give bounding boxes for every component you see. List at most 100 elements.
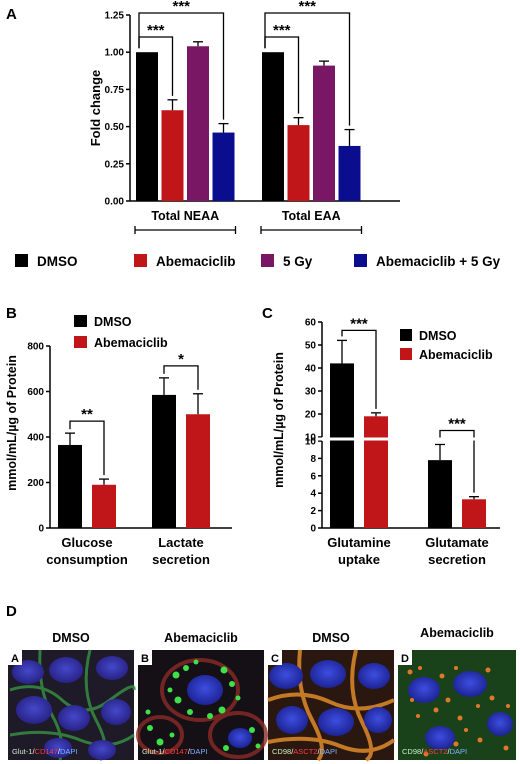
chart-b-bar — [152, 394, 176, 528]
chart-a-bar — [313, 65, 335, 201]
chart-b-y-tick-label: 200 — [27, 478, 44, 489]
chart-a-significance-label: *** — [172, 0, 190, 15]
chart-b-legend-swatch — [74, 315, 87, 327]
chart-c-y-tick-label: 8 — [310, 454, 316, 465]
chart-b-legend-swatch — [74, 336, 87, 348]
micro-letter-4: D — [401, 653, 409, 665]
chart-c-y-tick-label: 10 — [305, 437, 317, 448]
chart-b-significance-label: ** — [81, 406, 93, 423]
chart-c-y-tick-label: 40 — [305, 364, 317, 375]
legend-a-label: Abemaciclib — [156, 254, 236, 269]
chart-c-significance-bracket — [439, 429, 475, 493]
chart-a-significance-bracket — [138, 12, 225, 120]
chart-b-bar — [186, 414, 210, 528]
chart-c-y-tick-label: 20 — [305, 410, 317, 421]
panel-label-c: C — [262, 305, 273, 322]
chart-a-bar — [338, 145, 361, 201]
chart-c-legend-label: DMSO — [419, 329, 457, 343]
micro-caption-part: / — [58, 747, 61, 756]
chart-c-bar — [364, 416, 388, 528]
chart-a-bar — [161, 110, 184, 201]
micro-caption-part: / — [317, 747, 320, 756]
chart-a-bar — [262, 52, 284, 202]
micro-letter-3: C — [271, 653, 279, 665]
chart-c-y-tick-label: 6 — [310, 471, 316, 482]
micro-caption-part: ASCT2 — [293, 747, 317, 756]
micro-letter-box-4: D — [398, 650, 412, 665]
micro-caption: Glut-1/CD147/DAPI — [12, 747, 78, 756]
micro-caption-part: ASCT2 — [423, 747, 447, 756]
chart-b-legend-label: DMSO — [94, 315, 132, 329]
legend-a: DMSO Abemaciclib 5 Gy Abemaciclib + 5 Gy — [15, 254, 501, 269]
chart-c-significance-label: *** — [448, 415, 466, 432]
chart-a-category-label: Total NEAA — [151, 209, 219, 223]
microscopy-panels: DMSO Abemaciclib DMSO Abemaciclib A B C … — [8, 626, 516, 762]
chart-b-bar — [58, 444, 82, 528]
chart-b-category-label: secretion — [152, 552, 210, 567]
micro-caption-part: DAPI — [450, 747, 468, 756]
chart-a-y-tick-label: 0.50 — [105, 122, 125, 133]
micro-caption: CD98/ASCT2/DAPI — [402, 747, 467, 756]
chart-b-category-label: consumption — [46, 552, 128, 567]
micro-caption-part: CD147 — [35, 747, 58, 756]
legend-a-swatch — [134, 254, 147, 267]
chart-c-legend-label: Abemaciclib — [419, 348, 493, 362]
chart-b-significance-bracket — [163, 365, 199, 390]
panel-label-b: B — [6, 305, 17, 322]
micro-image-2 — [136, 650, 268, 760]
chart-a-category-label: Total EAA — [282, 209, 341, 223]
chart-c-bar — [462, 499, 486, 528]
chart-a-significance-bracket — [264, 12, 351, 126]
micro-caption-part: CD98 — [272, 747, 291, 756]
micro-caption-part: / — [447, 747, 450, 756]
panel-label-a: A — [6, 6, 17, 23]
chart-b-y-tick-label: 0 — [38, 524, 44, 535]
chart-c-y-axis-label: mmol/mL/µg of Protein — [272, 352, 286, 488]
chart-c-significance-bracket — [341, 329, 377, 409]
chart-b: 0 200 400 600 800 mmol/mL/µg of Protein ** Gluc… — [5, 315, 232, 567]
chart-b-category-label: Glucose — [61, 535, 112, 550]
micro-caption-part: / — [162, 747, 165, 756]
chart-c-bar — [330, 363, 354, 528]
chart-c-legend-swatch — [400, 329, 412, 341]
micro-caption-part: / — [32, 747, 35, 756]
chart-a-significance-label: *** — [273, 22, 291, 39]
chart-a-y-tick-label: 0.25 — [105, 159, 125, 170]
chart-b-significance-bracket — [69, 420, 105, 476]
chart-a: 0.00 0.25 0.50 0.75 1.00 1.25 Fold change Total… — [88, 0, 400, 234]
chart-a-bar — [212, 132, 235, 201]
chart-b-y-axis-label: mmol/mL/µg of Protein — [5, 355, 19, 491]
chart-a-y-tick-label: 0.75 — [105, 85, 125, 96]
micro-title-2: Abemaciclib — [164, 631, 238, 645]
micro-letter-2: B — [141, 653, 149, 665]
chart-c-significance-label: *** — [350, 315, 368, 332]
micro-caption-part: DAPI — [320, 747, 338, 756]
legend-a-swatch — [261, 254, 274, 267]
micro-image-3 — [267, 649, 396, 762]
micro-title-1: DMSO — [52, 631, 90, 645]
chart-b-y-tick-label: 800 — [27, 342, 44, 353]
chart-b-y-tick-label: 400 — [27, 433, 44, 444]
chart-a-bar — [136, 52, 158, 202]
micro-caption: CD98/ASCT2/DAPI — [272, 747, 337, 756]
chart-c-axis-break — [316, 437, 496, 441]
micro-caption-part: DAPI — [60, 747, 78, 756]
micro-captions: Glut-1/CD147/DAPI Glut-1/CD147/DAPI CD98/A… — [12, 747, 467, 756]
micro-image-4 — [398, 650, 516, 760]
chart-a-y-axis-label: Fold change — [88, 70, 103, 147]
chart-a-y-tick-label: 1.25 — [105, 11, 125, 22]
chart-c-y-tick-label: 10 — [305, 433, 317, 444]
chart-c-bar — [428, 460, 452, 528]
micro-image-1 — [8, 649, 136, 762]
chart-a-significance-label: *** — [147, 22, 165, 39]
chart-c-y-tick-label: 50 — [305, 341, 317, 352]
chart-c-category-label: uptake — [338, 552, 380, 567]
legend-a-label: DMSO — [37, 254, 78, 269]
chart-b-category-label: Lactate — [158, 535, 204, 550]
micro-caption-part: DAPI — [190, 747, 208, 756]
chart-a-bar — [287, 125, 310, 201]
chart-c-category-label: Glutamate — [425, 535, 489, 550]
micro-title-4: Abemaciclib — [420, 626, 494, 640]
